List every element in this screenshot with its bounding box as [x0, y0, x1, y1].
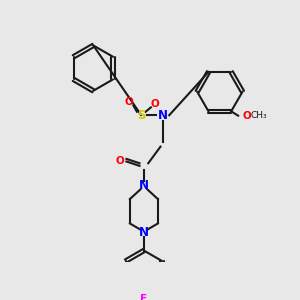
Text: S: S — [137, 109, 146, 122]
Text: O: O — [151, 99, 160, 109]
Text: F: F — [140, 294, 148, 300]
Text: O: O — [115, 157, 124, 166]
Text: O: O — [242, 111, 251, 121]
Text: CH₃: CH₃ — [251, 111, 267, 120]
Text: N: N — [139, 226, 149, 239]
Text: N: N — [158, 109, 168, 122]
Text: N: N — [139, 178, 149, 192]
Text: O: O — [125, 97, 134, 107]
